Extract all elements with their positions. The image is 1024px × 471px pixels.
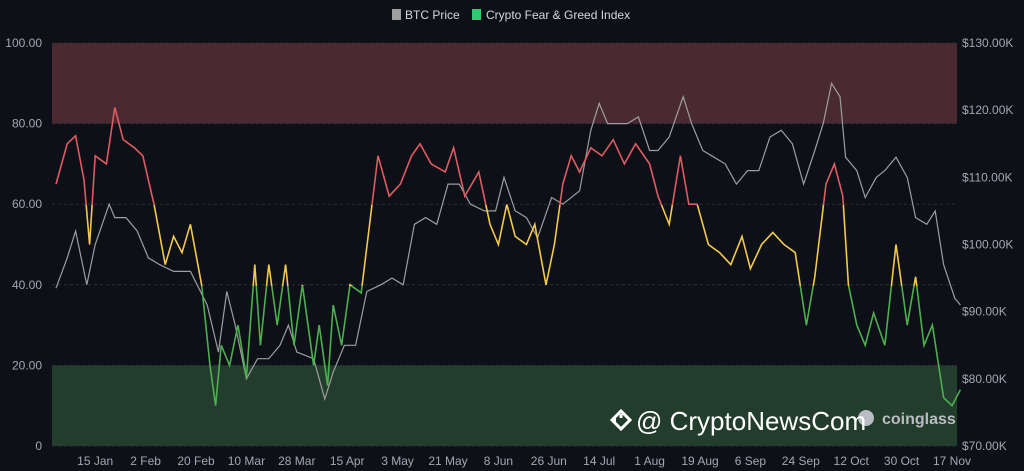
x-tick: 15 Apr [330, 454, 365, 468]
legend: BTC Price Crypto Fear & Greed Index [392, 8, 630, 22]
y-right-tick: $80.00K [962, 372, 1007, 386]
x-tick: 15 Jan [77, 454, 113, 468]
legend-swatch-btc [392, 9, 401, 20]
legend-label-btc[interactable]: BTC Price [405, 8, 460, 22]
x-tick: 26 Jun [531, 454, 567, 468]
fgi-line-red [55, 107, 845, 205]
x-tick: 12 Oct [834, 454, 870, 468]
y-left-tick: 20.00 [12, 358, 42, 372]
fgi-line-yellow [85, 205, 918, 286]
x-tick: 10 Mar [228, 454, 265, 468]
fgi-line-green [200, 286, 962, 408]
y-right-tick: $120.00K [962, 103, 1013, 117]
x-tick: 8 Jun [484, 454, 513, 468]
binance-logo-icon [609, 408, 633, 432]
y-right-tick: $130.00K [962, 36, 1013, 50]
y-left-tick: 0 [35, 439, 42, 453]
y-right-tick: $90.00K [962, 305, 1007, 319]
btc-price-line [55, 81, 961, 402]
y-left-tick: 40.00 [12, 278, 42, 292]
x-tick: 19 Aug [681, 454, 718, 468]
source-text: @ CryptoNewsCom [636, 406, 866, 436]
x-tick: 30 Oct [884, 454, 920, 468]
zone-greed [52, 43, 957, 124]
legend-label-fgi[interactable]: Crypto Fear & Greed Index [486, 8, 630, 22]
x-tick: 2 Feb [130, 454, 161, 468]
x-tick: 3 May [381, 454, 414, 468]
coinglass-text: coinglass [882, 411, 956, 428]
y-left-tick: 60.00 [12, 197, 42, 211]
zone-fear [52, 365, 957, 446]
x-tick: 1 Aug [634, 454, 665, 468]
y-left-tick: 80.00 [12, 117, 42, 131]
legend-swatch-fgi [472, 9, 481, 20]
x-tick: 28 Mar [278, 454, 315, 468]
coinglass-logo-icon [858, 410, 874, 426]
x-tick: 21 May [428, 454, 467, 468]
source-watermark: @ CryptoNewsCom [609, 406, 866, 436]
x-tick: 20 Feb [177, 454, 215, 468]
x-tick: 6 Sep [735, 454, 767, 468]
y-right-tick: $70.00K [962, 439, 1007, 453]
y-right-tick: $110.00K [962, 170, 1013, 184]
y-right-tick: $100.00K [962, 238, 1013, 252]
x-tick: 24 Sep [782, 454, 820, 468]
coinglass-watermark: coinglass [858, 410, 956, 428]
x-tick: 17 Nov [933, 454, 971, 468]
x-tick: 14 Jul [583, 454, 615, 468]
y-left-tick: 100.00 [5, 36, 42, 50]
